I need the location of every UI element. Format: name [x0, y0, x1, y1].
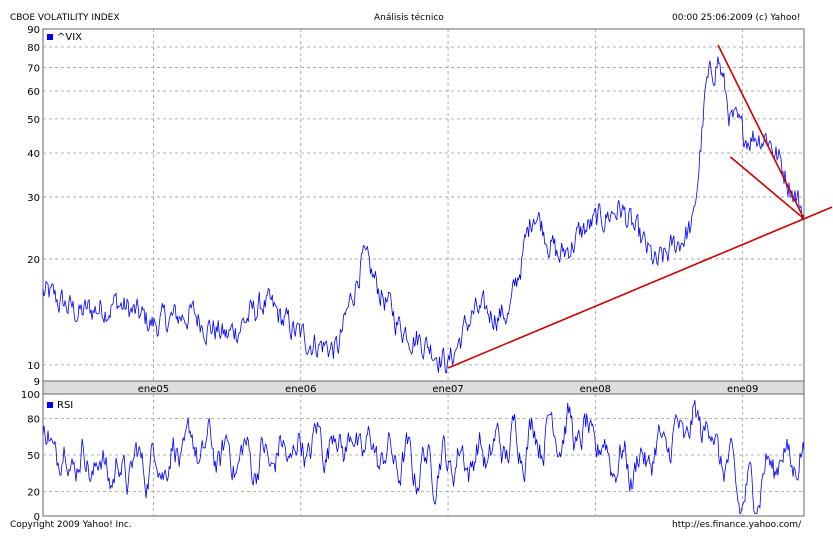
x-tick-label: ene07 [432, 384, 463, 395]
vix-y-tick-label: 20 [27, 255, 40, 266]
vix-y-tick-label: 90 [27, 25, 40, 36]
vix-legend-label: ^VIX [57, 32, 82, 43]
trendlines [447, 44, 833, 369]
x-tick-label: ene06 [285, 384, 316, 395]
vix-y-tick-label: 60 [27, 87, 40, 98]
vix-y-tick-label: 9 [34, 377, 40, 388]
x-tick-label: ene08 [580, 384, 611, 395]
source-link[interactable]: http://es.finance.yahoo.com/ [672, 520, 802, 530]
vix-y-tick-label: 40 [27, 149, 40, 160]
rsi-y-axis: 100 80 50 20 0 [21, 390, 40, 523]
vix-y-tick-label: 50 [27, 115, 40, 126]
vix-y-axis: 90 80 70 60 50 40 30 20 10 9 [27, 25, 40, 388]
rsi-series-line [42, 400, 805, 515]
vix-series-line [42, 56, 805, 374]
vix-y-tick-label: 10 [27, 361, 40, 372]
x-tick-label: ene05 [138, 384, 169, 395]
timestamp-credit: 00:00 25:06:2009 (c) Yahoo! [672, 13, 801, 23]
vix-y-tick-label: 70 [27, 63, 40, 74]
copyright-text: Copyright 2009 Yahoo! Inc. [10, 520, 132, 530]
rsi-y-tick-label: 50 [27, 451, 40, 462]
vix-legend-swatch [47, 34, 53, 40]
rsi-legend-swatch [47, 402, 53, 408]
vix-y-tick-label: 30 [27, 193, 40, 204]
trendline [717, 44, 805, 220]
rsi-y-tick-label: 0 [34, 512, 40, 523]
rsi-y-tick-label: 80 [27, 414, 40, 425]
vix-y-tick-label: 80 [27, 43, 40, 54]
x-tick-label: ene09 [727, 384, 758, 395]
vix-grid [43, 29, 804, 381]
rsi-legend-label: RSI [57, 400, 73, 411]
rsi-grid [43, 394, 804, 516]
vix-panel-frame [42, 28, 805, 382]
rsi-y-tick-label: 100 [21, 390, 40, 401]
trendline [447, 206, 833, 369]
rsi-y-tick-label: 20 [27, 488, 40, 499]
x-axis-date-labels: ene05 ene06 ene07 ene08 ene09 [138, 384, 759, 395]
chart-subtitle: Análisis técnico [374, 13, 444, 23]
trendline [729, 156, 805, 220]
chart-title: CBOE VOLATILITY INDEX [10, 13, 120, 23]
